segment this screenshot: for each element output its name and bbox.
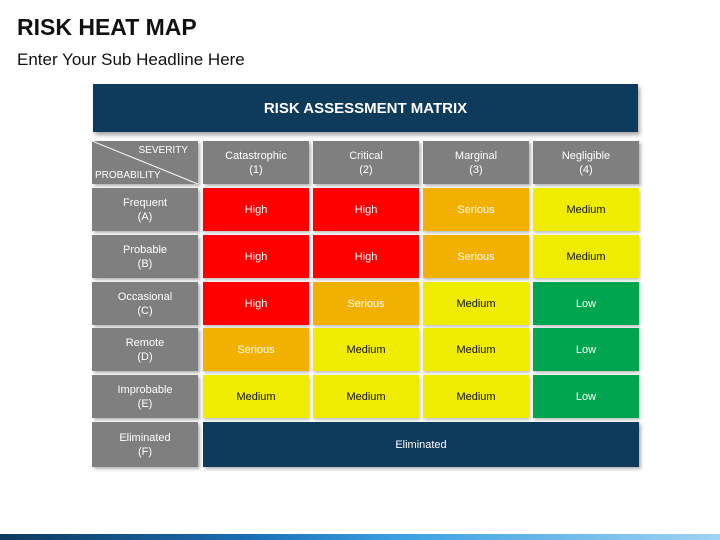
matrix-corner-cell: SEVERITY PROBABILITY [92,141,198,184]
risk-cell: Medium [423,328,529,371]
footer-gradient-bar [0,534,720,540]
column-header-name: Critical [349,149,383,162]
column-header-number: (3) [469,163,483,176]
row-header-occasional: Occasional (C) [92,282,198,325]
page-subtitle: Enter Your Sub Headline Here [17,50,245,69]
row-header-code: (D) [137,350,153,363]
row-header-code: (F) [137,445,153,458]
risk-cell: Low [533,282,639,325]
column-header-name: Catastrophic [225,149,287,162]
severity-label: SEVERITY [138,145,188,156]
probability-label: PROBABILITY [95,170,161,181]
risk-cell: Serious [423,235,529,278]
risk-cell: High [203,235,309,278]
column-header-name: Marginal [454,149,498,162]
row-header-code: (B) [137,257,153,270]
row-header-name: Improbable [117,383,173,396]
column-header-catastrophic: Catastrophic (1) [203,141,309,184]
risk-cell: Medium [313,328,419,371]
row-header-code: (A) [137,210,153,223]
risk-cell: Medium [423,375,529,418]
page-title: RISK HEAT MAP [17,14,197,40]
risk-cell: High [313,235,419,278]
risk-cell: Low [533,375,639,418]
column-header-number: (1) [249,163,263,176]
matrix-header: RISK ASSESSMENT MATRIX [93,84,638,132]
row-header-remote: Remote (D) [92,328,198,371]
row-header-probable: Probable (B) [92,235,198,278]
row-header-code: (C) [137,304,153,317]
risk-cell: Serious [203,328,309,371]
corner-diagonal-line [92,141,198,184]
risk-cell: Medium [533,188,639,231]
risk-cell: Medium [533,235,639,278]
risk-cell: Medium [313,375,419,418]
row-header-code: (E) [137,397,153,410]
row-header-name: Eliminated [119,431,171,444]
column-header-number: (4) [579,163,593,176]
column-header-marginal: Marginal (3) [423,141,529,184]
row-header-eliminated: Eliminated (F) [92,422,198,467]
column-header-name: Negligible [561,149,611,162]
risk-cell: Low [533,328,639,371]
risk-cell: High [203,282,309,325]
row-header-name: Remote [125,336,165,349]
row-header-name: Probable [122,243,168,256]
row-header-name: Occasional [117,290,173,303]
column-header-critical: Critical (2) [313,141,419,184]
row-header-name: Frequent [122,196,168,209]
risk-cell: High [203,188,309,231]
eliminated-cell: Eliminated [203,422,639,467]
risk-cell: Medium [203,375,309,418]
row-header-frequent: Frequent (A) [92,188,198,231]
risk-cell: Serious [423,188,529,231]
risk-cell: Medium [423,282,529,325]
row-header-improbable: Improbable (E) [92,375,198,418]
risk-cell: Serious [313,282,419,325]
column-header-number: (2) [359,163,373,176]
column-header-negligible: Negligible (4) [533,141,639,184]
risk-cell: High [313,188,419,231]
